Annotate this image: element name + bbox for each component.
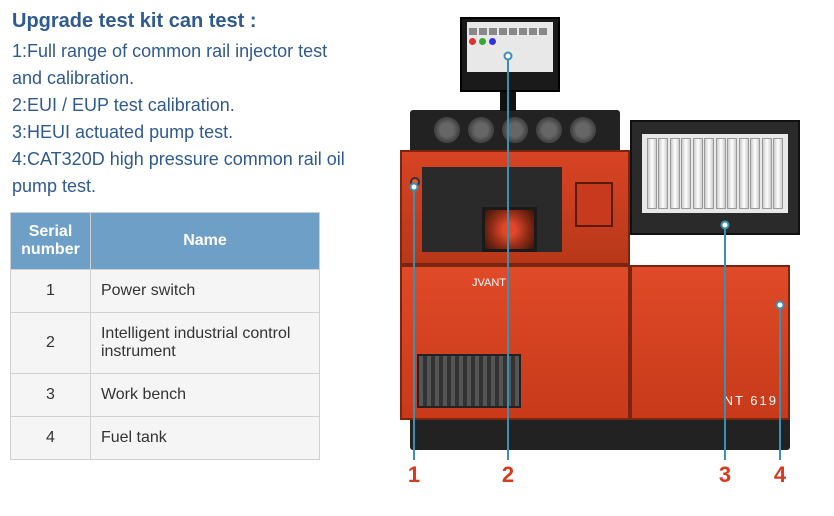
tube-icon [727, 138, 737, 209]
tube-icon [647, 138, 657, 209]
callout-label: 4 [768, 462, 792, 488]
machine-illustration: JVANT NT 619 [380, 30, 820, 460]
col-serial: Serial number [11, 213, 91, 270]
cell-serial: 1 [11, 270, 91, 313]
list-item: 2:EUI / EUP test calibration. [12, 92, 348, 119]
screen [467, 22, 553, 72]
app-icon [529, 28, 537, 35]
gauge-icon [468, 117, 494, 143]
app-icon [519, 28, 527, 35]
led-icon [469, 38, 476, 45]
tube-icon [716, 138, 726, 209]
app-icon [509, 28, 517, 35]
valve-block [575, 182, 613, 227]
title-bold: Upgrade test kit can test [12, 10, 244, 32]
upper-panel [422, 167, 562, 252]
gauge-icon [536, 117, 562, 143]
table-body: 1 Power switch 2 Intelligent industrial … [11, 270, 320, 460]
callout-label: 3 [713, 462, 737, 488]
cell-serial: 3 [11, 374, 91, 417]
upper-cabinet [400, 150, 630, 265]
led-icon [479, 38, 486, 45]
list-item: 4:CAT320D high pressure common rail oil … [12, 146, 348, 200]
tube-icon [670, 138, 680, 209]
monitor-stand [500, 91, 516, 111]
callout-label: 2 [496, 462, 520, 488]
tube-icon [750, 138, 760, 209]
model-label: NT 619 [724, 393, 778, 408]
app-icon [469, 28, 477, 35]
tube-icon [693, 138, 703, 209]
cell-name: Fuel tank [90, 417, 319, 460]
app-icon [539, 28, 547, 35]
pump-aperture-icon [482, 207, 537, 252]
list-item: 3:HEUI actuated pump test. [12, 119, 348, 146]
tube-icon [658, 138, 668, 209]
gauge-row [410, 110, 620, 150]
feature-list: 1:Full range of common rail injector tes… [0, 38, 360, 200]
right-cabinet: NT 619 [630, 265, 790, 420]
tube-rack [642, 134, 788, 213]
machine-base [410, 415, 790, 450]
table-row: 2 Intelligent industrial control instrum… [11, 313, 320, 374]
component-table: Serial number Name 1 Power switch 2 Inte… [10, 212, 320, 460]
app-icon [489, 28, 497, 35]
cell-serial: 4 [11, 417, 91, 460]
tube-box [630, 120, 800, 235]
brand-label: JVANT [472, 277, 506, 289]
title-colon: : [244, 10, 256, 32]
left-cabinet: JVANT [400, 265, 630, 420]
cell-name: Intelligent industrial control instrumen… [90, 313, 319, 374]
app-icon [499, 28, 507, 35]
cell-name: Work bench [90, 374, 319, 417]
table-row: 1 Power switch [11, 270, 320, 313]
callout-label: 1 [402, 462, 426, 488]
tube-icon [773, 138, 783, 209]
col-name: Name [90, 213, 319, 270]
led-icon [489, 38, 496, 45]
table-row: 3 Work bench [11, 374, 320, 417]
gauge-icon [502, 117, 528, 143]
app-icon [479, 28, 487, 35]
gauge-icon [570, 117, 596, 143]
table-row: 4 Fuel tank [11, 417, 320, 460]
gauge-icon [434, 117, 460, 143]
tube-icon [739, 138, 749, 209]
tube-icon [762, 138, 772, 209]
power-switch-icon [410, 177, 420, 187]
list-item: 1:Full range of common rail injector tes… [12, 38, 348, 92]
tube-icon [704, 138, 714, 209]
cell-serial: 2 [11, 313, 91, 374]
monitor [460, 17, 560, 92]
tube-icon [681, 138, 691, 209]
cell-name: Power switch [90, 270, 319, 313]
